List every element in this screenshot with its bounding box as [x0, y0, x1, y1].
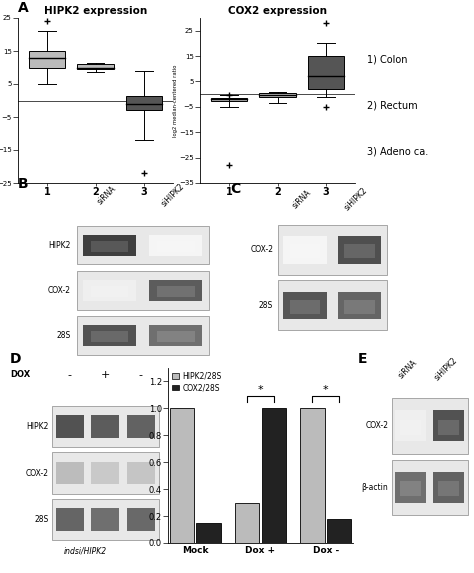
Bar [400, 481, 421, 496]
Bar [91, 241, 128, 252]
Bar [434, 472, 464, 503]
Bar [28, 51, 65, 68]
Text: HIPK2: HIPK2 [48, 241, 71, 250]
Text: siRNA: siRNA [396, 358, 419, 380]
Bar [83, 280, 136, 301]
Bar [400, 419, 421, 435]
Bar [127, 462, 155, 484]
Text: 3) Adeno ca.: 3) Adeno ca. [367, 147, 428, 156]
Text: A: A [18, 1, 29, 15]
Bar [262, 409, 286, 543]
Bar [338, 292, 382, 319]
Text: COX-2: COX-2 [48, 286, 71, 295]
Text: HIPK2: HIPK2 [27, 422, 49, 431]
Text: COX-2: COX-2 [365, 421, 388, 430]
Bar [308, 56, 344, 89]
Bar [52, 406, 158, 447]
Bar [259, 93, 296, 97]
Bar [76, 316, 209, 355]
Text: siRNA: siRNA [95, 183, 118, 206]
Bar [392, 460, 468, 515]
Text: E: E [358, 352, 367, 366]
Bar [345, 300, 375, 313]
Y-axis label: log2 median-centered ratio: log2 median-centered ratio [173, 64, 178, 137]
Title: COX2 expression: COX2 expression [228, 6, 327, 16]
Title: HIPK2 expression: HIPK2 expression [44, 6, 147, 16]
Bar [91, 462, 119, 484]
Text: 2) Rectum: 2) Rectum [367, 100, 418, 111]
Bar [338, 236, 382, 264]
Text: β-actin: β-actin [362, 482, 388, 492]
Bar [55, 415, 84, 438]
Text: 28S: 28S [259, 301, 273, 310]
Bar [52, 499, 158, 540]
Bar [327, 519, 351, 543]
Bar [52, 452, 158, 494]
Bar [392, 398, 468, 453]
Bar [55, 508, 84, 531]
Bar [210, 98, 247, 100]
Text: siHIPK2: siHIPK2 [432, 356, 459, 383]
Bar [283, 292, 327, 319]
Bar [91, 415, 119, 438]
Bar [149, 325, 202, 346]
Bar [438, 481, 459, 496]
Bar [157, 241, 194, 252]
Bar [278, 225, 387, 275]
Bar [290, 300, 320, 313]
Bar [438, 419, 459, 435]
Text: C: C [230, 182, 240, 197]
Bar [126, 96, 162, 111]
Bar [157, 331, 194, 342]
Bar [157, 286, 194, 297]
Text: +: + [100, 370, 110, 380]
Bar [196, 523, 221, 543]
Text: 28S: 28S [56, 331, 71, 340]
Bar [77, 64, 114, 69]
Legend: HIPK2/28S, COX2/28S: HIPK2/28S, COX2/28S [172, 372, 222, 392]
Bar [170, 409, 194, 543]
Text: COX-2: COX-2 [26, 469, 49, 477]
Bar [149, 235, 202, 256]
Bar [235, 503, 259, 543]
Bar [76, 271, 209, 309]
Bar [55, 462, 84, 484]
Text: COX-2: COX-2 [250, 245, 273, 254]
Bar [283, 236, 327, 264]
Text: *: * [323, 385, 328, 395]
Text: siHIPK2: siHIPK2 [343, 186, 370, 212]
Bar [83, 325, 136, 346]
Bar [83, 235, 136, 256]
Bar [345, 245, 375, 258]
Text: -: - [139, 370, 143, 380]
Bar [278, 280, 387, 330]
Bar [91, 331, 128, 342]
Text: indsi/HIPK2: indsi/HIPK2 [64, 547, 107, 555]
Bar [395, 472, 426, 503]
Text: DOX: DOX [10, 370, 30, 379]
Bar [91, 286, 128, 297]
Bar [290, 245, 320, 258]
Text: -: - [68, 370, 72, 380]
Text: 1) Colon: 1) Colon [367, 54, 408, 64]
Bar [300, 409, 325, 543]
Bar [91, 508, 119, 531]
Bar [127, 415, 155, 438]
Text: siHIPK2: siHIPK2 [159, 182, 186, 208]
Bar [149, 280, 202, 301]
Text: B: B [18, 177, 28, 191]
Bar [127, 508, 155, 531]
Text: 28S: 28S [35, 515, 49, 524]
Bar [434, 410, 464, 441]
Text: *: * [258, 385, 264, 395]
Text: D: D [10, 352, 21, 366]
Text: siRNA: siRNA [291, 188, 313, 210]
Bar [395, 410, 426, 441]
Bar [76, 226, 209, 265]
